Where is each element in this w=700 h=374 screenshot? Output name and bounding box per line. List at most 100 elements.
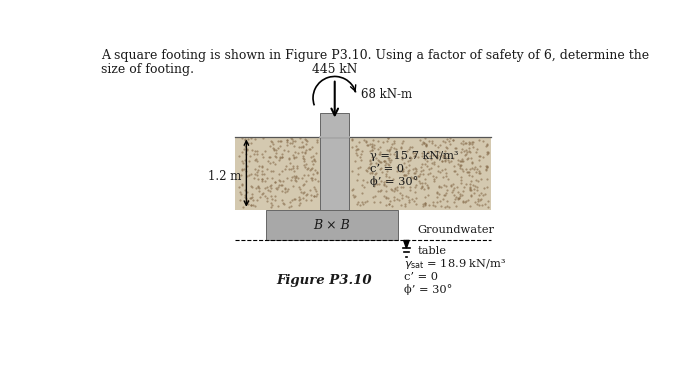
Point: [473, 170, 484, 176]
Point: [299, 189, 310, 195]
Point: [237, 181, 248, 187]
Point: [288, 138, 299, 144]
Point: [439, 157, 450, 163]
Point: [256, 191, 267, 197]
Text: 68 kN-m: 68 kN-m: [361, 88, 412, 101]
Point: [467, 173, 478, 179]
Point: [387, 176, 398, 182]
Point: [374, 144, 386, 150]
Point: [310, 150, 321, 156]
Point: [468, 190, 480, 196]
Point: [287, 183, 298, 189]
Point: [451, 203, 462, 209]
Point: [459, 140, 470, 146]
Point: [470, 169, 482, 175]
Point: [478, 186, 489, 191]
Point: [401, 148, 412, 154]
Point: [290, 173, 302, 179]
Point: [368, 183, 379, 189]
Bar: [266, 210, 398, 240]
Point: [446, 158, 457, 164]
Point: [383, 157, 394, 163]
Point: [308, 157, 319, 163]
Point: [275, 155, 286, 161]
Point: [372, 157, 384, 163]
Point: [293, 150, 304, 156]
Point: [366, 154, 377, 160]
Point: [455, 158, 466, 164]
Point: [424, 202, 435, 208]
Point: [384, 147, 395, 153]
Point: [236, 166, 247, 172]
Point: [389, 186, 400, 192]
Text: size of footing.: size of footing.: [102, 63, 195, 76]
Point: [423, 171, 434, 177]
Point: [456, 177, 467, 183]
Point: [259, 193, 270, 199]
Point: [300, 136, 311, 142]
Point: [453, 157, 464, 163]
Point: [422, 186, 433, 191]
Point: [439, 204, 450, 210]
Point: [389, 194, 400, 200]
Point: [403, 146, 414, 152]
Point: [304, 146, 315, 152]
Point: [292, 163, 303, 169]
Point: [242, 198, 253, 204]
Point: [309, 193, 320, 199]
Point: [389, 151, 400, 157]
Point: [309, 186, 321, 192]
Point: [405, 174, 416, 180]
Point: [379, 162, 390, 168]
Point: [465, 140, 476, 146]
Point: [249, 136, 260, 142]
Point: [396, 168, 407, 174]
Point: [395, 144, 407, 150]
Point: [249, 166, 260, 172]
Point: [442, 157, 454, 163]
Point: [382, 161, 393, 167]
Point: [419, 175, 430, 181]
Point: [376, 178, 387, 184]
Point: [400, 193, 412, 199]
Point: [246, 191, 257, 197]
Point: [447, 189, 458, 195]
Point: [396, 156, 407, 162]
Point: [237, 160, 248, 166]
Point: [257, 164, 268, 170]
Point: [276, 168, 288, 174]
Point: [419, 200, 430, 206]
Point: [444, 135, 456, 141]
Point: [368, 142, 379, 148]
Point: [289, 168, 300, 174]
Point: [463, 145, 475, 151]
Point: [454, 158, 466, 164]
Point: [386, 203, 398, 209]
Point: [381, 173, 392, 179]
Point: [399, 172, 410, 178]
Point: [421, 141, 432, 147]
Point: [436, 158, 447, 164]
Point: [253, 163, 264, 169]
Point: [478, 138, 489, 144]
Point: [246, 194, 257, 200]
Point: [457, 199, 468, 205]
Point: [265, 183, 276, 189]
Point: [469, 166, 480, 172]
Point: [467, 139, 478, 145]
Point: [480, 163, 491, 169]
Point: [304, 146, 315, 152]
Point: [267, 159, 279, 165]
Point: [414, 137, 426, 143]
Point: [364, 158, 375, 164]
Point: [419, 140, 430, 146]
Point: [253, 183, 264, 189]
Point: [429, 142, 440, 148]
Point: [437, 167, 448, 173]
Point: [307, 175, 318, 181]
Point: [380, 188, 391, 194]
Point: [293, 184, 304, 190]
Point: [463, 138, 475, 144]
Point: [257, 135, 268, 141]
Point: [263, 158, 274, 164]
